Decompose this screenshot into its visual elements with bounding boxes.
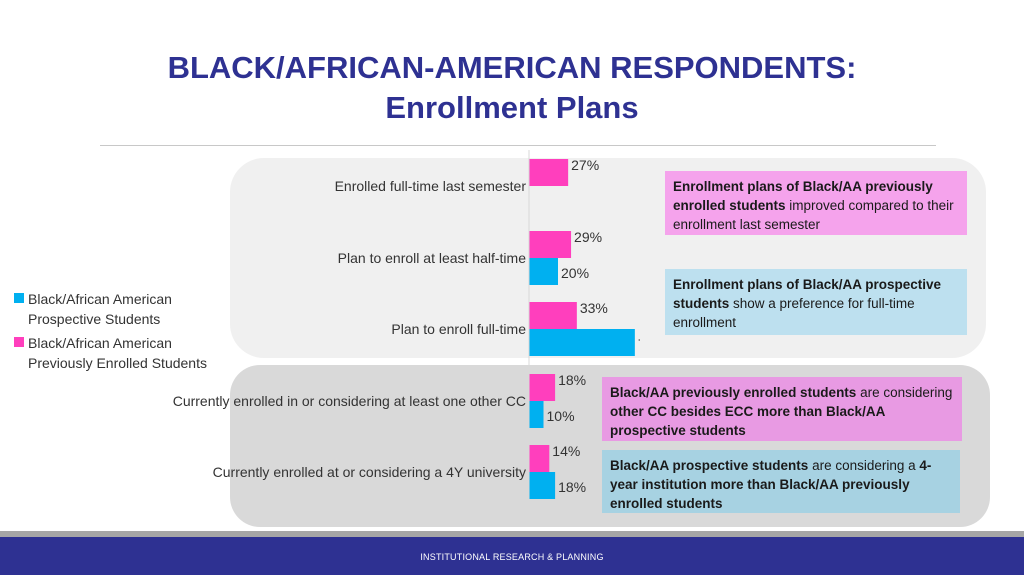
legend-item-prospective: Black/African American Prospective Stude… [14,289,234,329]
callout-3-bold-b: other CC besides ECC more than Black/AA … [610,404,885,438]
callout-4-bold-b: 4-year institution more than Black/AA pr… [610,458,932,511]
callout-other-cc: Black/AA previously enrolled students ar… [602,377,962,441]
bar-previously-enrolled-plan-half-time [529,231,572,258]
callout-2-text: show a preference for full-time enrollme… [673,296,915,330]
category-label-four-year: Currently enrolled at or considering a 4… [213,464,526,480]
footer-bar [0,537,1024,575]
callout-4-bold-a: Black/AA prospective students [610,458,809,473]
category-label-plan-full-time: Plan to enroll full-time [391,321,526,337]
bar-prospective-plan-half-time [529,258,558,285]
data-label-previously-enrolled-plan-full-time: 33% [580,300,608,316]
category-label-other-cc: Currently enrolled in or considering at … [173,393,526,409]
data-label-prospective-four-year: 18% [558,479,586,495]
legend-swatch-prospective [14,293,24,303]
category-label-enrolled-ft-last-sem: Enrolled full-time last semester [335,178,527,194]
legend-label-prospective-line2: Prospective Students [28,311,161,327]
callout-four-year: Black/AA prospective students are consid… [602,450,960,513]
data-label-previously-enrolled-enrolled-ft-last-sem: 27% [571,157,599,173]
callout-prospective-full-time: Enrollment plans of Black/AA prospective… [665,269,967,335]
bar-previously-enrolled-other-cc [529,374,556,401]
bar-prospective-other-cc [529,401,544,428]
bar-previously-enrolled-four-year [529,445,550,472]
legend-item-previously-enrolled: Black/African American Previously Enroll… [14,333,234,373]
bar-prospective-plan-full-time [529,329,635,356]
legend-swatch-previously-enrolled [14,337,24,347]
legend-label-prospective-line1: Black/African American [28,291,172,307]
callout-2-bold: Enrollment plans of Black/AA prospective… [673,277,942,311]
footer-accent-strip [0,531,1024,537]
legend: Black/African American Prospective Stude… [14,289,234,377]
footer-text: INSTITUTIONAL RESEARCH & PLANNING [420,552,604,562]
category-label-plan-half-time: Plan to enroll at least half-time [338,250,527,266]
title-line-2: Enrollment Plans [385,90,639,125]
callout-previously-enrolled-improved: Enrollment plans of Black/AA previously … [665,171,967,235]
data-label-prospective-plan-half-time: 20% [561,265,589,281]
title-line-1: BLACK/AFRICAN-AMERICAN RESPONDENTS: [167,50,857,85]
bar-prospective-four-year [529,472,556,499]
bar-previously-enrolled-enrolled-ft-last-sem [529,159,569,186]
data-label-previously-enrolled-four-year: 14% [552,443,580,459]
legend-label-previously-enrolled-line1: Black/African American [28,335,172,351]
callout-1-text: improved compared to their enrollment la… [673,198,954,232]
callout-3-bold-a: Black/AA previously enrolled students [610,385,857,400]
data-label-prospective-plan-full-time: 73% [638,336,640,352]
data-label-prospective-other-cc: 10% [547,408,575,424]
legend-label-previously-enrolled-line2: Previously Enrolled Students [28,355,207,371]
title-divider [100,145,936,146]
callout-3-text: are considering [856,385,953,400]
data-label-previously-enrolled-plan-half-time: 29% [574,229,602,245]
callout-1-bold: Enrollment plans of Black/AA previously … [673,179,933,213]
bar-chart: Enrolled full-time last semester 27% Plan … [173,150,640,500]
data-label-previously-enrolled-other-cc: 18% [558,372,586,388]
page-title: BLACK/AFRICAN-AMERICAN RESPONDENTS: Enro… [0,48,1024,128]
bar-previously-enrolled-plan-full-time [529,302,577,329]
callout-4-text: are considering a [808,458,920,473]
